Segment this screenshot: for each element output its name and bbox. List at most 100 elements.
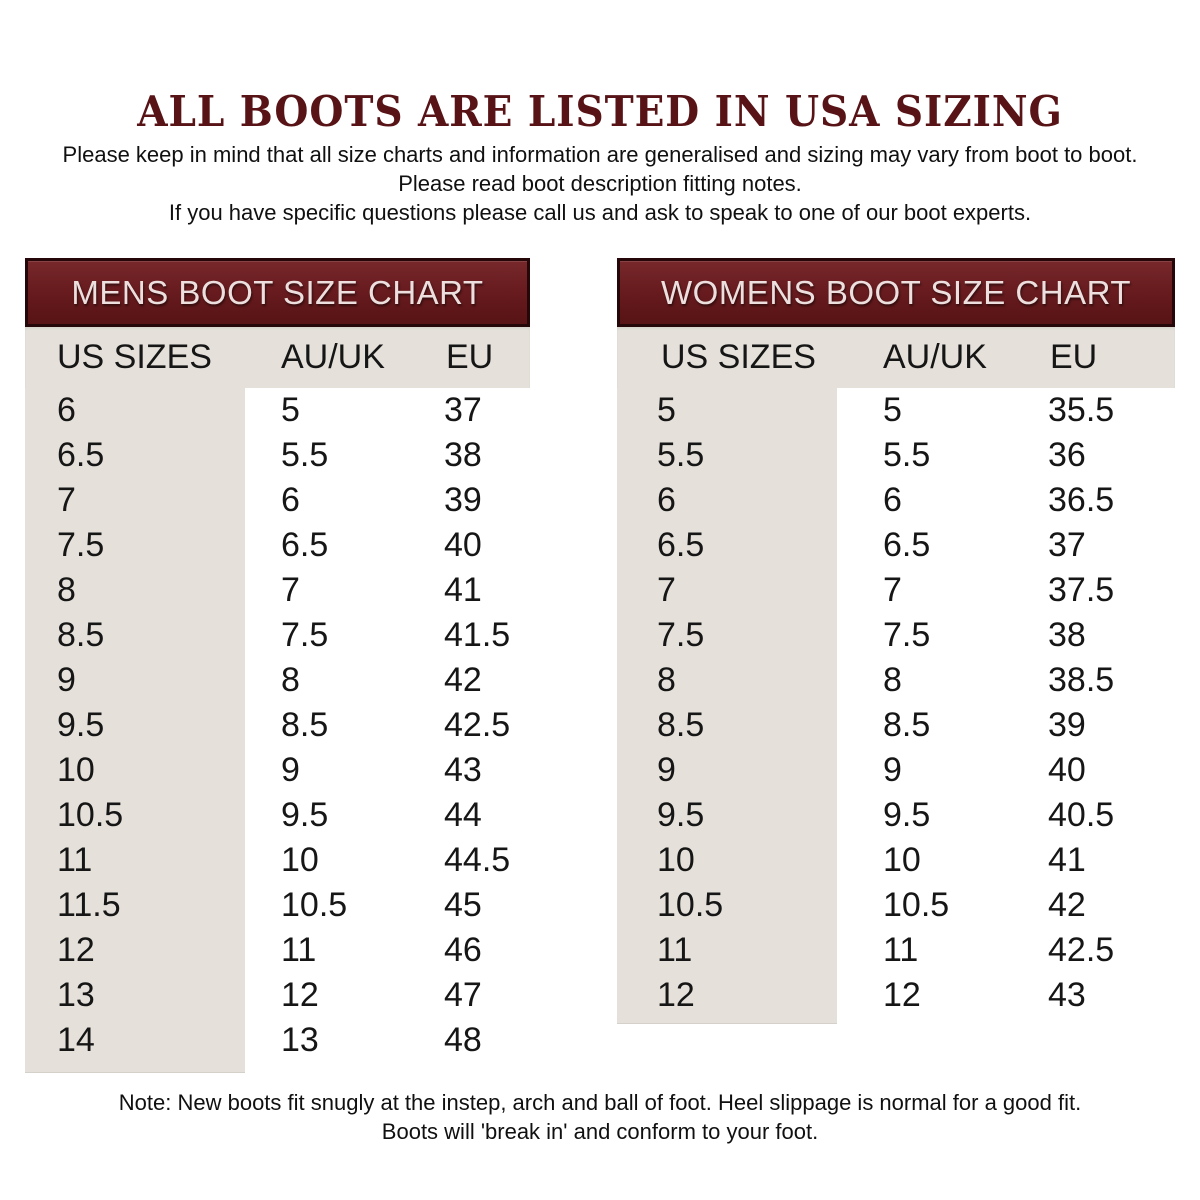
cell-us-size: 11 [657,931,693,969]
cell-us-size: 6.5 [657,526,705,564]
cell-eu-size: 39 [1048,706,1086,744]
size-row: 5 5 35.5 [617,388,1175,433]
size-row: 9.5 8.5 42.5 [25,703,530,748]
column-header-eu: EU [446,338,494,376]
cell-eu-size: 44.5 [444,841,511,879]
size-row: 7.5 6.5 40 [25,523,530,568]
cell-eu-size: 38 [444,436,482,474]
size-row: 6 6 36.5 [617,478,1175,523]
womens-chart-table: US SIZES AU/UK EU 5 5 35.5 5.5 5.5 36 6 6 36.5 6.… [617,327,1175,1024]
cell-au-uk-size: 10.5 [281,886,348,924]
size-row: 8.5 8.5 39 [617,703,1175,748]
cell-eu-size: 47 [444,976,482,1014]
cell-au-uk-size: 11 [883,931,919,969]
cell-eu-size: 36.5 [1048,481,1115,519]
womens-us-column-background [617,388,837,1024]
cell-au-uk-size: 5.5 [281,436,329,474]
size-row: 10.5 9.5 44 [25,793,530,838]
cell-eu-size: 45 [444,886,482,924]
intro-line-3: If you have specific questions please ca… [168,200,1032,225]
cell-au-uk-size: 6.5 [281,526,329,564]
cell-eu-size: 41.5 [444,616,511,654]
cell-us-size: 5.5 [657,436,705,474]
cell-eu-size: 41 [1048,841,1086,879]
cell-us-size: 7 [57,481,76,519]
cell-us-size: 10.5 [57,796,124,834]
cell-eu-size: 37 [1048,526,1086,564]
cell-au-uk-size: 5 [281,391,300,429]
mens-data-background [245,388,530,1072]
cell-us-size: 6 [57,391,76,429]
cell-eu-size: 42.5 [1048,931,1115,969]
cell-us-size: 9 [57,661,76,699]
fitting-note-line-2: Boots will 'break in' and conform to you… [381,1119,819,1144]
cell-eu-size: 36 [1048,436,1086,474]
size-row: 6.5 5.5 38 [25,433,530,478]
womens-size-chart: WOMENS BOOT SIZE CHART US SIZES AU/UK EU… [617,258,1175,1024]
size-row: 12 11 46 [25,928,530,973]
mens-column-headers: US SIZES AU/UK EU [25,327,530,388]
size-row: 10 9 43 [25,748,530,793]
cell-us-size: 8 [657,661,676,699]
cell-us-size: 9.5 [57,706,105,744]
column-header-us-sizes: US SIZES [57,338,212,376]
cell-us-size: 10 [57,751,95,789]
cell-us-size: 9.5 [657,796,705,834]
cell-eu-size: 40 [444,526,482,564]
size-row: 8.5 7.5 41.5 [25,613,530,658]
cell-us-size: 11 [57,841,93,879]
cell-au-uk-size: 6 [281,481,300,519]
cell-us-size: 9 [657,751,676,789]
cell-us-size: 14 [57,1021,95,1059]
cell-eu-size: 40.5 [1048,796,1115,834]
size-row: 6 5 37 [25,388,530,433]
cell-au-uk-size: 7 [281,571,300,609]
cell-au-uk-size: 10 [883,841,921,879]
size-row: 8 8 38.5 [617,658,1175,703]
womens-data-background [837,388,1175,1023]
mens-chart-title: MENS BOOT SIZE CHART [71,273,484,311]
womens-header-band [617,327,1175,388]
fitting-note: Note: New boots fit snugly at the instep… [0,1088,1200,1146]
cell-eu-size: 46 [444,931,482,969]
cell-eu-size: 35.5 [1048,391,1115,429]
cell-au-uk-size: 6 [883,481,902,519]
cell-us-size: 8.5 [57,616,105,654]
cell-au-uk-size: 8 [281,661,300,699]
cell-eu-size: 42 [444,661,482,699]
column-header-eu: EU [1050,338,1098,376]
cell-au-uk-size: 6.5 [883,526,931,564]
womens-chart-title-bar: WOMENS BOOT SIZE CHART [617,258,1175,327]
intro-line-1: Please keep in mind that all size charts… [62,142,1138,167]
intro-line-2: Please read boot description fitting not… [398,171,802,196]
intro-text: Please keep in mind that all size charts… [0,140,1200,227]
size-row: 12 12 43 [617,973,1175,1018]
cell-au-uk-size: 9.5 [281,796,329,834]
cell-au-uk-size: 10 [281,841,319,879]
womens-size-rows: 5 5 35.5 5.5 5.5 36 6 6 36.5 6.5 6.5 37 7 7 37.5 7.5 7.5… [617,388,1175,1018]
cell-us-size: 12 [57,931,95,969]
column-header-au-uk: AU/UK [883,338,987,376]
mens-chart-table: US SIZES AU/UK EU 6 5 37 6.5 5.5 38 7 6 39 7.5 6.5… [25,327,530,1073]
cell-au-uk-size: 8 [883,661,902,699]
size-row: 5.5 5.5 36 [617,433,1175,478]
size-row: 7 7 37.5 [617,568,1175,613]
cell-eu-size: 44 [444,796,482,834]
size-row: 6.5 6.5 37 [617,523,1175,568]
page-title: ALL BOOTS ARE LISTED IN USA SIZING [137,87,1063,137]
size-row: 10.5 10.5 42 [617,883,1175,928]
cell-us-size: 5 [657,391,676,429]
size-row: 14 13 48 [25,1018,530,1063]
mens-header-band [25,327,530,388]
cell-au-uk-size: 11 [281,931,317,969]
size-row: 9 8 42 [25,658,530,703]
fitting-note-line-1: Note: New boots fit snugly at the instep… [118,1090,1082,1115]
cell-us-size: 7.5 [57,526,105,564]
size-row: 7 6 39 [25,478,530,523]
cell-au-uk-size: 8.5 [883,706,931,744]
mens-chart-title-bar: MENS BOOT SIZE CHART [25,258,530,327]
cell-au-uk-size: 9 [281,751,300,789]
size-row: 11.5 10.5 45 [25,883,530,928]
cell-au-uk-size: 10.5 [883,886,950,924]
